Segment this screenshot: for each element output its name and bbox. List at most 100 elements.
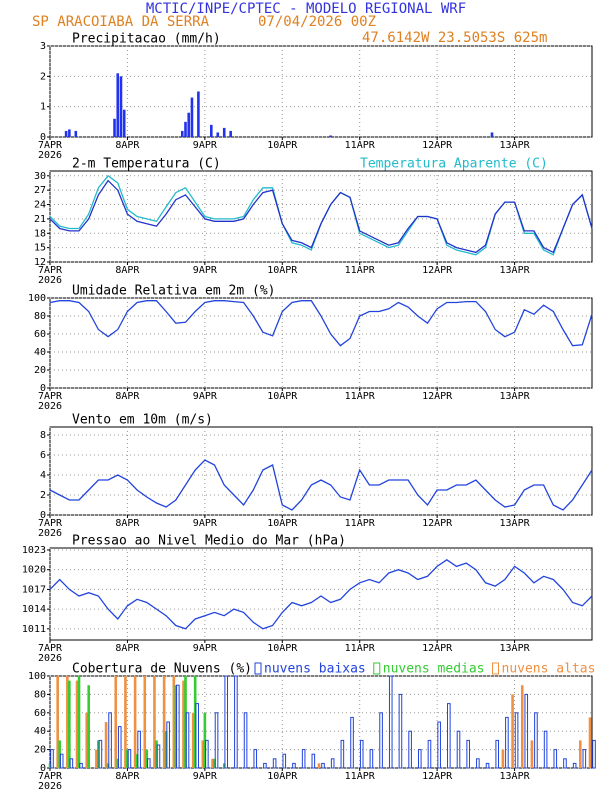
x-tick-label: 11APR (345, 643, 376, 654)
plot-frame (49, 547, 593, 641)
y-tick-label: 8 (40, 430, 46, 441)
bar (572, 762, 577, 769)
bar (263, 762, 267, 769)
x-tick-label: 8APR (115, 643, 140, 654)
header-title: MCTIC/INPE/CPTEC - MODELO REGIONAL WRF (146, 1, 466, 17)
y-tick-label: 18 (34, 228, 46, 239)
bar (222, 127, 226, 137)
y-tick-label: 0 (40, 763, 46, 774)
x-tick-label: 11APR (345, 265, 376, 276)
header-run: 07/04/2026 00Z (258, 14, 376, 30)
bar (77, 676, 81, 768)
bar (127, 749, 132, 769)
bar (317, 763, 321, 768)
bar (350, 716, 354, 769)
bar (408, 730, 412, 769)
bar (447, 703, 451, 769)
bar (68, 680, 71, 768)
bar (234, 675, 238, 769)
plot-frame (49, 45, 593, 138)
bar (143, 676, 147, 768)
x-tick-label: 11APR (345, 518, 376, 529)
bar (214, 712, 219, 769)
x-tick-label: 7APR (38, 771, 63, 782)
bar (213, 758, 216, 768)
y-tick-label: 12 (34, 257, 46, 268)
bar (155, 740, 158, 768)
y-tick-label: 60 (34, 329, 46, 340)
x-tick-label: 7APR (38, 391, 63, 402)
x-tick-label: 12APR (422, 518, 453, 529)
x-tick-label: 10APR (267, 771, 298, 782)
y-tick-label: 4 (40, 470, 46, 481)
panel-title: Vento em 10m (m/s) (72, 413, 213, 428)
x-year-label: 2026 (38, 781, 62, 792)
bar (321, 762, 325, 769)
bar (505, 716, 509, 769)
y-tick-label: 1017 (22, 584, 46, 595)
bar (182, 680, 185, 768)
y-tick-label: 27 (34, 185, 46, 196)
bar (164, 731, 168, 768)
bar (205, 739, 209, 769)
bar (379, 712, 383, 769)
x-tick-label: 9APR (193, 771, 218, 782)
bar (153, 676, 156, 768)
bar (68, 129, 71, 137)
bar (180, 130, 184, 137)
x-tick-label: 13APR (500, 643, 531, 654)
bar (524, 693, 529, 769)
bar (330, 758, 335, 769)
bar (543, 730, 548, 769)
bar (75, 680, 79, 768)
plot-frame (49, 426, 593, 516)
bar (534, 712, 538, 769)
x-tick-label: 9APR (193, 518, 218, 529)
bar (156, 744, 161, 769)
bar (108, 712, 112, 769)
x-tick-label: 11APR (345, 771, 376, 782)
bar (197, 91, 200, 137)
y-tick-label: 1011 (22, 624, 46, 635)
x-tick-label: 10APR (267, 265, 298, 276)
bar (514, 712, 519, 769)
series-line (49, 174, 593, 256)
legend-label: Temperatura Aparente (C) (360, 157, 548, 172)
bar (224, 675, 229, 769)
plot-frame (49, 297, 593, 389)
x-tick-label: 9APR (193, 391, 218, 402)
y-tick-label: 21 (34, 214, 46, 225)
bar (222, 763, 226, 768)
bar (117, 726, 122, 769)
bar (145, 749, 149, 768)
bar (427, 739, 432, 769)
bar (495, 739, 500, 769)
y-tick-label: 20 (34, 745, 46, 756)
x-tick-label: 12APR (422, 643, 453, 654)
y-tick-label: 20 (34, 365, 46, 376)
y-tick-label: 2 (40, 490, 46, 501)
bar (166, 721, 170, 769)
bar (187, 112, 191, 137)
bar (95, 749, 98, 768)
x-tick-label: 11APR (345, 140, 376, 151)
bar (48, 763, 52, 768)
bar (104, 722, 108, 768)
bar (185, 712, 190, 769)
x-tick-label: 8APR (115, 140, 140, 151)
y-tick-label: 80 (34, 311, 46, 322)
bar (87, 685, 91, 768)
x-tick-label: 9APR (193, 265, 218, 276)
bar (74, 130, 78, 137)
legend-swatch (254, 662, 262, 675)
bar (229, 130, 232, 137)
x-year-label: 2026 (38, 401, 62, 412)
bar (210, 124, 213, 137)
bar (162, 676, 166, 768)
bar (190, 97, 194, 137)
y-tick-label: 6 (40, 450, 46, 461)
y-tick-label: 100 (28, 293, 46, 304)
x-tick-label: 13APR (500, 518, 531, 529)
bar (563, 758, 567, 769)
